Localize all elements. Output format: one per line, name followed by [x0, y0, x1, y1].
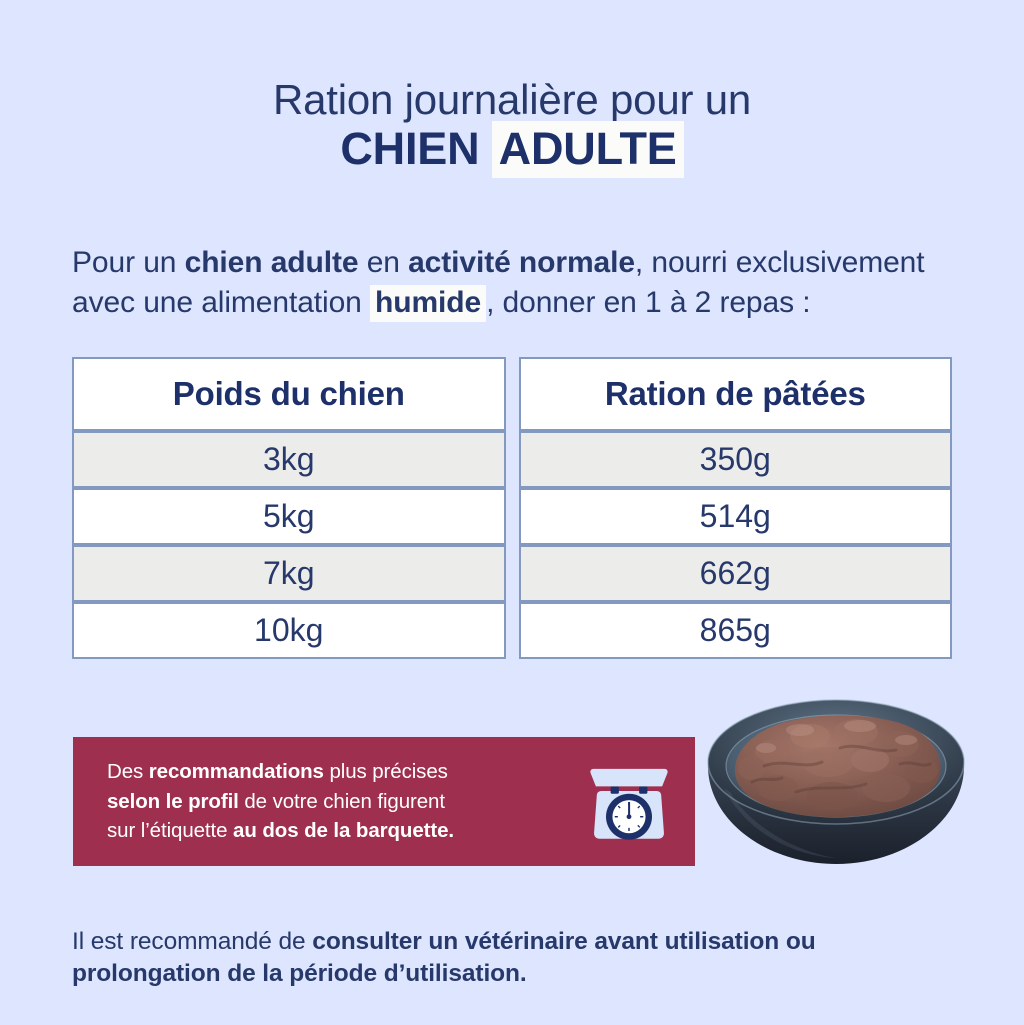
- table-row: 662g: [518, 545, 952, 602]
- intro-seg-1: Pour un: [72, 246, 185, 279]
- dog-food-bowl-photo: [700, 692, 972, 874]
- banner-bold-au-dos-barquette: au dos de la barquette.: [233, 819, 454, 843]
- table-row: 350g: [518, 431, 952, 488]
- table-row: 865g: [518, 602, 952, 659]
- footer-bold-part: consulter un vétérinaire avant utilisati…: [72, 927, 816, 987]
- banner-seg-1: Des: [107, 759, 149, 783]
- title-line-2: CHIEN ADULTE: [0, 120, 1024, 178]
- table-row: 5kg: [72, 488, 506, 545]
- banner-line-2: selon le profil de votre chien figurent: [107, 787, 573, 817]
- banner-bold-recommandations: recommandations: [148, 759, 324, 783]
- footer-seg-1: Il est recommandé de: [72, 927, 313, 955]
- banner-seg-3: de votre chien figurent: [238, 789, 445, 813]
- table-row: 10kg: [72, 602, 506, 659]
- table-column-weight: Poids du chien 3kg 5kg 7kg 10kg: [72, 357, 506, 659]
- intro-seg-3: en: [358, 246, 409, 279]
- banner-bold-selon-le-profil: selon le profil: [107, 789, 239, 813]
- table-row: 514g: [518, 488, 952, 545]
- intro-seg-7: , donner en 1 à 2 repas :: [486, 285, 811, 319]
- intro-seg-5: , nourri exclusivement avec une alimenta…: [72, 246, 925, 319]
- table-header-ration: Ration de pâtées: [518, 357, 952, 431]
- title-line-1: Ration journalière pour un: [272, 76, 752, 123]
- title-plain-part: CHIEN: [340, 122, 492, 174]
- ration-table: Poids du chien 3kg 5kg 7kg 10kg Ration d…: [72, 357, 952, 659]
- banner-line-1: Des recommandations plus précises: [107, 757, 573, 787]
- table-column-ration: Ration de pâtées 350g 514g 662g 865g: [518, 357, 952, 659]
- kitchen-scale-icon: [583, 756, 675, 848]
- banner-text: Des recommandations plus précises selon …: [107, 757, 573, 847]
- table-header-weight: Poids du chien: [72, 357, 506, 431]
- page-title: Ration journalière pour un CHIEN ADULTE: [0, 76, 1024, 178]
- table-row: 3kg: [72, 431, 506, 488]
- title-highlight-part: ADULTE: [491, 120, 684, 178]
- intro-paragraph: Pour un chien adulte en activité normale…: [72, 243, 952, 322]
- recommendation-banner: Des recommandations plus précises selon …: [73, 737, 695, 866]
- table-row: 7kg: [72, 545, 506, 602]
- intro-bold-chien-adulte: chien adulte: [184, 246, 359, 279]
- intro-bold-activite-normale: activité normale: [408, 246, 635, 279]
- banner-seg-4: sur l’étiquette: [107, 819, 234, 843]
- banner-seg-2: plus précises: [323, 759, 448, 783]
- banner-line-3: sur l’étiquette au dos de la barquette.: [107, 816, 573, 846]
- intro-bold-highlight-humide: humide: [370, 284, 487, 322]
- footer-note: Il est recommandé de consulter un vétéri…: [72, 926, 962, 990]
